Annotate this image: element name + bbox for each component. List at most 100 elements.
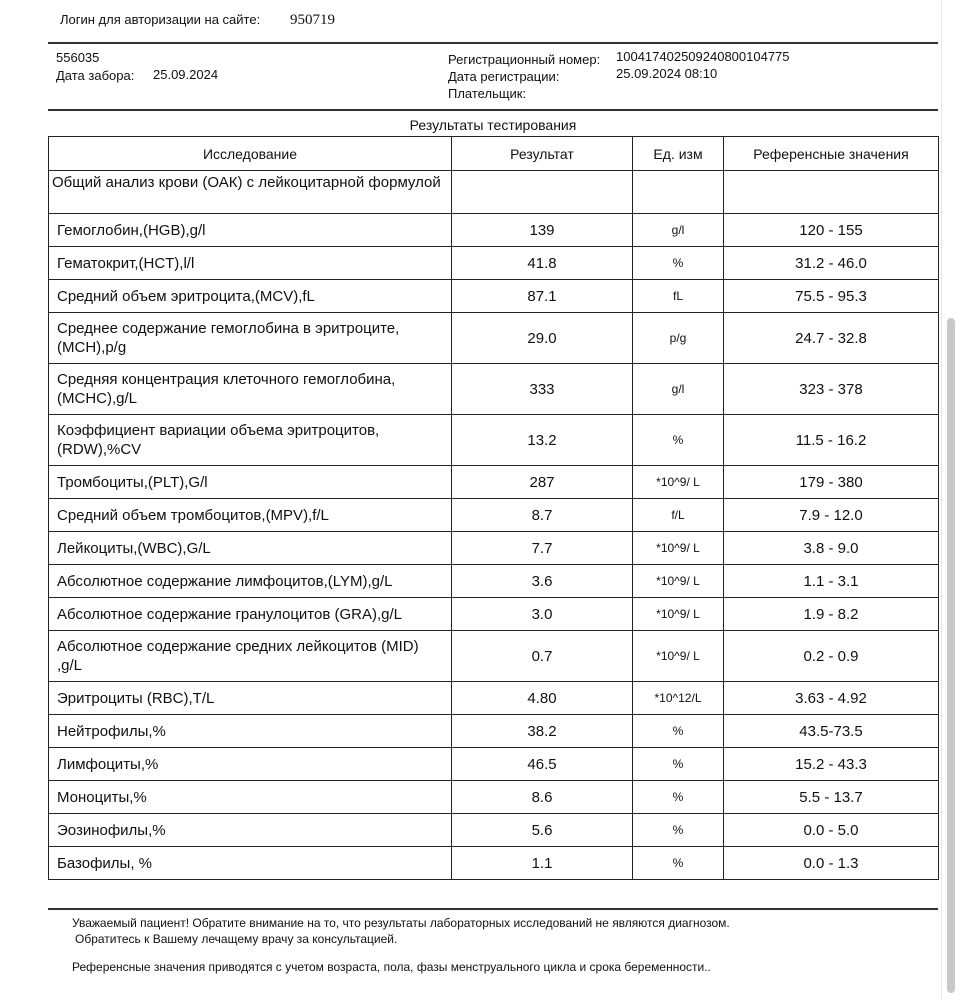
reference-range: 75.5 - 95.3: [723, 279, 939, 313]
test-name: Эозинофилы,%: [48, 813, 452, 847]
unit-value: %: [632, 747, 724, 781]
table-row: Нейтрофилы,% 38.2% 43.5-73.5: [48, 714, 939, 748]
payer-label: Плательщик:: [448, 86, 527, 101]
reference-range: 5.5 - 13.7: [723, 780, 939, 814]
result-value: 87.1: [451, 279, 633, 313]
collection-date: 25.09.2024: [153, 67, 219, 82]
test-name: Средняя концентрация клеточного гемоглоб…: [48, 363, 452, 415]
table-row: Эозинофилы,% 5.6% 0.0 - 5.0: [48, 813, 939, 847]
unit-value: *10^9/ L: [632, 597, 724, 631]
table-row: Тромбоциты,(PLT),G/l 287 *10^9/ L 179 - 380: [48, 465, 939, 499]
result-value: 287: [451, 465, 633, 499]
test-name: Средний объем эритроцита,(MCV),fL: [48, 279, 452, 313]
test-name: Тромбоциты,(PLT),G/l: [48, 465, 452, 499]
reference-range: 0.2 - 0.9: [723, 630, 939, 682]
group-row: Общий анализ крови (ОАК) с лейкоцитарной…: [48, 170, 939, 214]
result-value: 38.2: [451, 714, 633, 748]
divider: [48, 908, 938, 910]
result-value: 3.6: [451, 564, 633, 598]
result-value: 139: [451, 213, 633, 247]
test-name: Моноциты,%: [48, 780, 452, 814]
reg-date: 25.09.2024 08:10: [616, 66, 718, 81]
unit-value: f/L: [632, 498, 724, 532]
result-value: 0.7: [451, 630, 633, 682]
result-value: 333: [451, 363, 633, 415]
reference-range: 179 - 380: [723, 465, 939, 499]
unit-value: %: [632, 414, 724, 466]
reg-number-label: Регистрационный номер:: [448, 52, 601, 67]
result-value: 8.7: [451, 498, 633, 532]
table-row: Гематокрит,(HCT),l/l 41.8% 31.2 - 46.0: [48, 246, 939, 280]
unit-value: %: [632, 246, 724, 280]
reg-date-label: Дата регистрации:: [448, 69, 560, 84]
notice-reference: Референсные значения приводятся с учетом…: [72, 960, 711, 974]
unit-value: *10^9/ L: [632, 564, 724, 598]
reference-range: 24.7 - 32.8: [723, 312, 939, 364]
divider: [48, 42, 938, 44]
test-name: Базофилы, %: [48, 846, 452, 880]
unit-value: g/l: [632, 363, 724, 415]
reference-range: 43.5-73.5: [723, 714, 939, 748]
page-edge: [941, 0, 942, 1000]
column-header-result: Результат: [451, 136, 633, 171]
result-value: 1.1: [451, 846, 633, 880]
reference-range: 3.8 - 9.0: [723, 531, 939, 565]
test-name: Нейтрофилы,%: [48, 714, 452, 748]
table-row: Базофилы, % 1.1% 0.0 - 1.3: [48, 846, 939, 880]
collection-date-label: Дата забора:: [56, 68, 135, 83]
result-value: 29.0: [451, 312, 633, 364]
reference-range: 120 - 155: [723, 213, 939, 247]
table-row: Эритроциты (RBC),T/L 4.80 *10^12/L 3.63 - 4…: [48, 681, 939, 715]
test-name: Эритроциты (RBC),T/L: [48, 681, 452, 715]
reference-range: 1.9 - 8.2: [723, 597, 939, 631]
reference-range: 15.2 - 43.3: [723, 747, 939, 781]
reference-range: 11.5 - 16.2: [723, 414, 939, 466]
result-value: 4.80: [451, 681, 633, 715]
result-value: 41.8: [451, 246, 633, 280]
login-label: Логин для авторизации на сайте:: [60, 12, 261, 27]
table-header: Исследование Результат Ед. изм Референсн…: [48, 136, 939, 171]
reference-range: 0.0 - 5.0: [723, 813, 939, 847]
test-name: Лейкоциты,(WBC),G/L: [48, 531, 452, 565]
results-title: Результаты тестирования: [409, 117, 577, 133]
unit-value: g/l: [632, 213, 724, 247]
result-value: 7.7: [451, 531, 633, 565]
result-value: 13.2: [451, 414, 633, 466]
column-header-reference: Референсные значения: [723, 136, 939, 171]
table-row: Средний объем эритроцита,(MCV),fL 87.1 fL 7…: [48, 279, 939, 313]
login-value: 950719: [290, 12, 335, 28]
test-name: Гемоглобин,(HGB),g/l: [48, 213, 452, 247]
table-row: Абсолютное содержание лимфоцитов,(LYM),g…: [48, 564, 939, 598]
table-row: Коэффициент вариации объема эритроцитов,…: [48, 414, 939, 466]
unit-value: *10^9/ L: [632, 465, 724, 499]
table-row: Абсолютное содержание гранулоцитов (GRA)…: [48, 597, 939, 631]
group-name: Общий анализ крови (ОАК) с лейкоцитарной…: [48, 170, 452, 214]
column-header-test: Исследование: [48, 136, 452, 171]
unit-value: p/g: [632, 312, 724, 364]
table-row: Средний объем тромбоцитов,(MPV),f/L 8.7 f/…: [48, 498, 939, 532]
column-header-unit: Ед. изм: [632, 136, 724, 171]
table-row: Лимфоциты,% 46.5% 15.2 - 43.3: [48, 747, 939, 781]
table-row: Моноциты,% 8.6% 5.5 - 13.7: [48, 780, 939, 814]
test-name: Средний объем тромбоцитов,(MPV),f/L: [48, 498, 452, 532]
result-value: 3.0: [451, 597, 633, 631]
test-name: Коэффициент вариации объема эритроцитов,…: [48, 414, 452, 466]
scrollbar-thumb[interactable]: [947, 318, 955, 993]
reference-range: 1.1 - 3.1: [723, 564, 939, 598]
table-row: Гемоглобин,(HGB),g/l 139 g/l 120 - 155: [48, 213, 939, 247]
unit-value: %: [632, 813, 724, 847]
result-value: 5.6: [451, 813, 633, 847]
unit-value: %: [632, 846, 724, 880]
unit-value: *10^12/L: [632, 681, 724, 715]
reference-range: 0.0 - 1.3: [723, 846, 939, 880]
unit-value: fL: [632, 279, 724, 313]
unit-value: %: [632, 780, 724, 814]
table-row: Среднее содержание гемоглобина в эритроц…: [48, 312, 939, 364]
test-name: Абсолютное содержание средних лейкоцитов…: [48, 630, 452, 682]
reference-range: 31.2 - 46.0: [723, 246, 939, 280]
table-row: Лейкоциты,(WBC),G/L 7.7 *10^9/ L 3.8 - 9.0: [48, 531, 939, 565]
test-name: Среднее содержание гемоглобина в эритроц…: [48, 312, 452, 364]
table-row: Абсолютное содержание средних лейкоцитов…: [48, 630, 939, 682]
test-name: Абсолютное содержание гранулоцитов (GRA)…: [48, 597, 452, 631]
table-row: Средняя концентрация клеточного гемоглоб…: [48, 363, 939, 415]
